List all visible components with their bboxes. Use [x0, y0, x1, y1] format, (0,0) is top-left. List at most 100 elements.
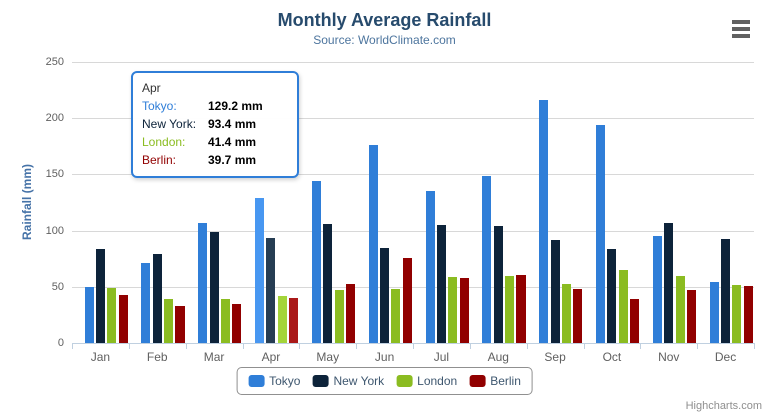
bar-tokyo-dec[interactable] — [709, 281, 719, 343]
bar-berlin-oct[interactable] — [630, 299, 640, 343]
legend-swatch — [248, 375, 265, 387]
bar-berlin-nov[interactable] — [686, 290, 696, 343]
bar-tokyo-jul[interactable] — [425, 190, 435, 343]
bar-tokyo-feb[interactable] — [141, 262, 151, 343]
bar-london-mar[interactable] — [220, 298, 230, 343]
bar-london-may[interactable] — [334, 290, 344, 343]
x-axis-category-label: Sep — [544, 350, 566, 364]
bar-new-york-dec[interactable] — [721, 239, 731, 343]
bar-berlin-may[interactable] — [345, 283, 355, 343]
bar-new-york-aug[interactable] — [493, 225, 503, 343]
tooltip: Apr Tokyo: 129.2 mm New York: 93.4 mm Lo… — [131, 71, 299, 178]
x-axis-category-label: Jan — [90, 350, 111, 364]
bar-new-york-jul[interactable] — [436, 224, 446, 343]
bar-new-york-sep[interactable] — [550, 240, 560, 343]
tooltip-series-label: London: — [142, 135, 186, 149]
x-axis-tick — [526, 344, 528, 349]
legend-swatch — [396, 375, 413, 387]
x-axis-tick — [185, 344, 187, 349]
bar-berlin-jun[interactable] — [402, 258, 412, 343]
bar-new-york-jun[interactable] — [380, 248, 390, 343]
bar-london-jun[interactable] — [391, 288, 401, 343]
bar-london-jul[interactable] — [448, 276, 458, 343]
bar-tokyo-aug[interactable] — [482, 176, 492, 343]
bar-london-sep[interactable] — [561, 284, 571, 343]
bar-berlin-sep[interactable] — [573, 289, 583, 343]
tooltip-series-value: 93.4 mm — [208, 117, 257, 131]
tooltip-series-label: Tokyo: — [142, 99, 177, 113]
export-menu-button[interactable] — [730, 17, 758, 41]
bar-london-apr[interactable] — [277, 296, 287, 343]
bar-berlin-feb[interactable] — [175, 305, 185, 343]
y-axis-tick-label: 250 — [45, 56, 64, 68]
x-axis-line — [72, 343, 755, 344]
chart-title: Monthly Average Rainfall — [277, 10, 492, 30]
x-axis-tick — [72, 344, 73, 349]
tooltip-series-label: New York: — [142, 117, 197, 131]
y-axis-tick-label: 100 — [45, 224, 64, 237]
bar-berlin-mar[interactable] — [232, 304, 242, 343]
y-gridline — [72, 230, 754, 232]
bar-tokyo-jan[interactable] — [84, 286, 94, 343]
bar-new-york-mar[interactable] — [209, 232, 219, 343]
chart-subtitle: Source: WorldClimate.com — [313, 33, 456, 47]
tooltip-header: Apr — [142, 81, 161, 95]
x-axis-tick — [469, 344, 471, 349]
y-axis-tick-label: 0 — [57, 337, 64, 349]
x-axis-category-label: Aug — [487, 350, 509, 364]
x-axis-tick — [754, 344, 755, 349]
highcharts-credit-link[interactable]: Highcharts.com — [685, 400, 762, 412]
bar-london-dec[interactable] — [732, 285, 742, 343]
x-axis-category-label: Apr — [261, 350, 281, 364]
bar-tokyo-may[interactable] — [311, 181, 321, 343]
x-axis-tick — [583, 344, 585, 349]
x-axis-category-label: Jun — [374, 350, 395, 364]
bar-berlin-dec[interactable] — [743, 285, 753, 343]
bar-london-oct[interactable] — [618, 269, 628, 343]
x-axis-tick — [242, 344, 244, 349]
bar-tokyo-oct[interactable] — [596, 124, 606, 343]
y-axis-tick-label: 150 — [45, 168, 64, 181]
legend-label: London — [417, 374, 458, 388]
bar-tokyo-apr[interactable] — [255, 197, 265, 343]
tooltip-series-value: 39.7 mm — [208, 153, 257, 167]
bar-tokyo-sep[interactable] — [539, 99, 549, 343]
legend-item-new-york[interactable]: New York — [312, 374, 384, 388]
y-gridline — [72, 286, 754, 288]
legend-swatch — [312, 375, 329, 387]
x-axis-category-label: Jul — [433, 350, 450, 364]
x-axis-tick — [413, 344, 414, 349]
bar-london-jan[interactable] — [107, 288, 117, 343]
bar-london-nov[interactable] — [675, 276, 685, 343]
y-gridline — [72, 118, 754, 120]
hamburger-icon — [732, 20, 750, 24]
bar-berlin-jan[interactable] — [118, 295, 128, 343]
bar-berlin-apr[interactable] — [289, 298, 299, 343]
x-axis-category-label: May — [316, 350, 340, 364]
bar-tokyo-nov[interactable] — [652, 235, 662, 343]
bar-london-aug[interactable] — [505, 276, 515, 343]
tooltip-series-label: Berlin: — [142, 153, 177, 167]
x-axis-category-label: Oct — [602, 350, 622, 364]
bar-new-york-feb[interactable] — [152, 254, 162, 343]
bar-new-york-jan[interactable] — [95, 249, 105, 343]
bar-new-york-may[interactable] — [323, 223, 333, 343]
legend-label: Berlin — [490, 374, 521, 388]
legend-item-london[interactable]: London — [396, 374, 457, 388]
x-axis-tick — [356, 344, 358, 349]
bar-berlin-jul[interactable] — [459, 278, 469, 343]
bar-new-york-nov[interactable] — [664, 223, 674, 343]
bar-new-york-oct[interactable] — [607, 249, 617, 343]
y-axis-tick-label: 200 — [45, 112, 64, 125]
legend-item-tokyo[interactable]: Tokyo — [248, 374, 300, 388]
bar-new-york-apr[interactable] — [266, 238, 276, 343]
legend-label: New York — [333, 374, 385, 388]
bar-tokyo-mar[interactable] — [198, 223, 208, 343]
bar-tokyo-jun[interactable] — [368, 145, 378, 343]
legend: Tokyo New York London Berlin — [236, 367, 533, 395]
legend-item-berlin[interactable]: Berlin — [469, 374, 521, 388]
x-axis-category-label: Feb — [146, 350, 168, 364]
bar-london-feb[interactable] — [164, 299, 174, 343]
bar-berlin-aug[interactable] — [516, 275, 526, 343]
